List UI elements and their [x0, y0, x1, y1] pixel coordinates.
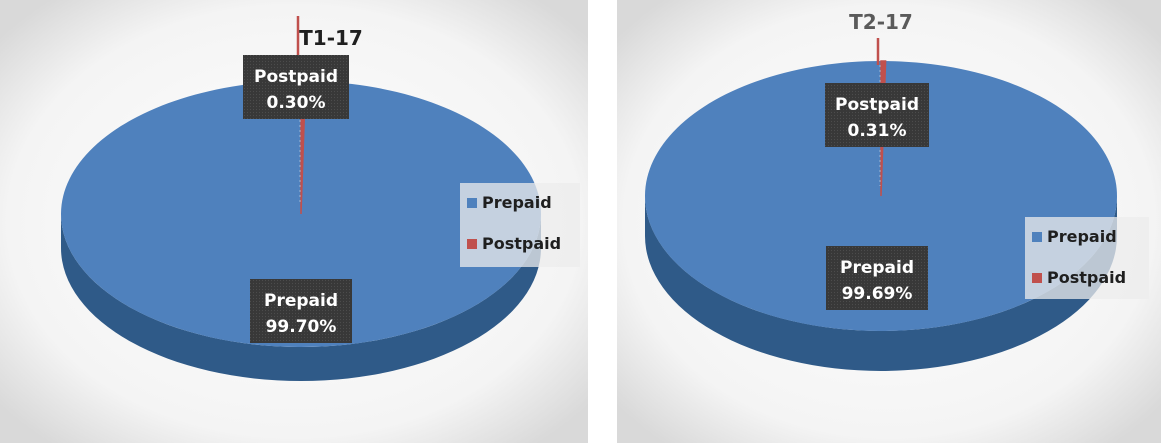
data-label-postpaid: Postpaid 0.31%	[825, 83, 929, 147]
legend-box	[1025, 217, 1149, 299]
data-label-prepaid: Prepaid 99.69%	[826, 246, 928, 310]
legend-label-prepaid: Prepaid	[482, 193, 552, 212]
data-label-prepaid-name: Prepaid	[840, 258, 914, 278]
data-label-prepaid-value: 99.69%	[842, 284, 913, 304]
data-label-postpaid-box	[825, 83, 929, 147]
legend-swatch-prepaid	[1032, 232, 1042, 242]
legend-swatch-postpaid	[467, 239, 477, 249]
legend-label-prepaid: Prepaid	[1047, 227, 1117, 246]
pie-chart-t2-17: T2-17 Postpaid 0.31% Prepaid 99.69% Prep…	[617, 0, 1161, 443]
legend-label-postpaid: Postpaid	[1047, 268, 1126, 287]
legend-box	[460, 183, 580, 267]
data-label-postpaid-value: 0.31%	[848, 121, 907, 141]
data-label-postpaid-box	[243, 55, 349, 119]
data-label-postpaid: Postpaid 0.30%	[243, 55, 349, 119]
legend: Prepaid Postpaid	[460, 183, 580, 267]
legend-swatch-postpaid	[1032, 273, 1042, 283]
data-label-prepaid: Prepaid 99.70%	[250, 279, 352, 343]
data-label-prepaid-name: Prepaid	[264, 291, 338, 311]
chart-title: T2-17	[849, 10, 913, 34]
data-label-postpaid-name: Postpaid	[835, 95, 919, 115]
data-label-postpaid-name: Postpaid	[254, 67, 338, 87]
chart-panel-t2-17: T2-17 Postpaid 0.31% Prepaid 99.69% Prep…	[617, 0, 1161, 443]
data-label-prepaid-box	[826, 246, 928, 310]
data-label-prepaid-box	[250, 279, 352, 343]
chart-title: T1-17	[299, 26, 363, 50]
legend-label-postpaid: Postpaid	[482, 234, 561, 253]
legend-swatch-prepaid	[467, 198, 477, 208]
pie-side-prepaid	[645, 196, 1117, 371]
pie-chart-t1-17: T1-17 Postpaid 0.30% Prepaid 99.70% Prep…	[0, 0, 588, 443]
data-label-prepaid-value: 99.70%	[266, 317, 337, 337]
chart-panel-t1-17: T1-17 Postpaid 0.30% Prepaid 99.70% Prep…	[0, 0, 588, 443]
legend: Prepaid Postpaid	[1025, 217, 1149, 299]
data-label-postpaid-value: 0.30%	[267, 93, 326, 113]
pie-side-prepaid	[61, 214, 541, 381]
